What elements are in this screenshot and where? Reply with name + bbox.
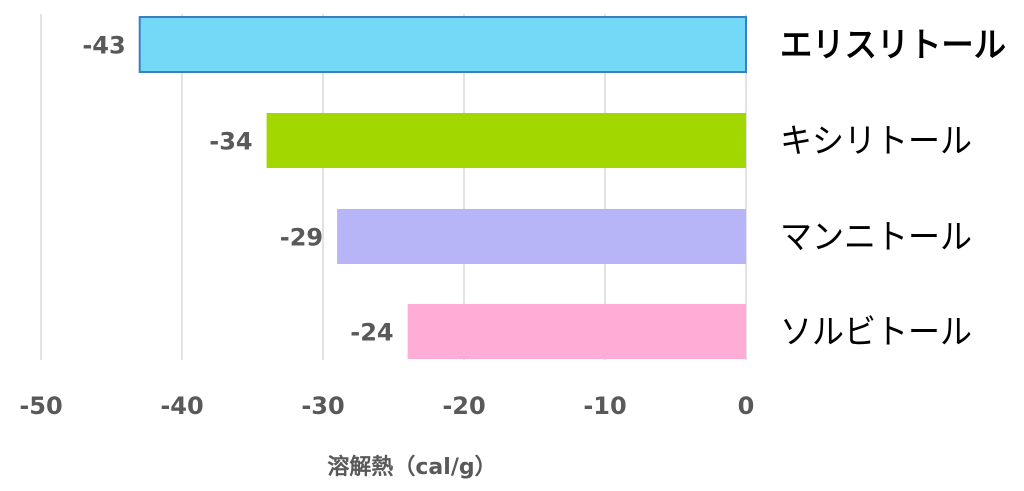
data-labels: -43 -34 -29 -24 (82, 32, 393, 347)
x-tick-label: -40 (160, 392, 203, 420)
x-tick-label: 0 (738, 392, 755, 420)
bars (138, 16, 747, 359)
x-tick-label: -50 (19, 392, 62, 420)
x-axis-title: 溶解熱（cal/g） (327, 454, 496, 480)
category-label: エリスリトール (780, 26, 1006, 66)
x-axis-ticks: -50 -40 -30 -20 -10 0 (19, 392, 754, 420)
data-label: -24 (350, 319, 393, 347)
category-label: キシリトール (780, 122, 972, 162)
data-label: -43 (82, 32, 125, 60)
data-label: -34 (209, 128, 252, 156)
bar (266, 113, 746, 168)
data-label: -29 (280, 224, 323, 252)
x-tick-label: -30 (301, 392, 344, 420)
bar (337, 209, 746, 264)
category-label: ソルビトール (780, 313, 972, 353)
bar (407, 304, 746, 359)
x-tick-label: -20 (442, 392, 485, 420)
bar (138, 16, 747, 73)
x-tick-label: -10 (583, 392, 626, 420)
category-label: マンニトール (780, 218, 972, 258)
